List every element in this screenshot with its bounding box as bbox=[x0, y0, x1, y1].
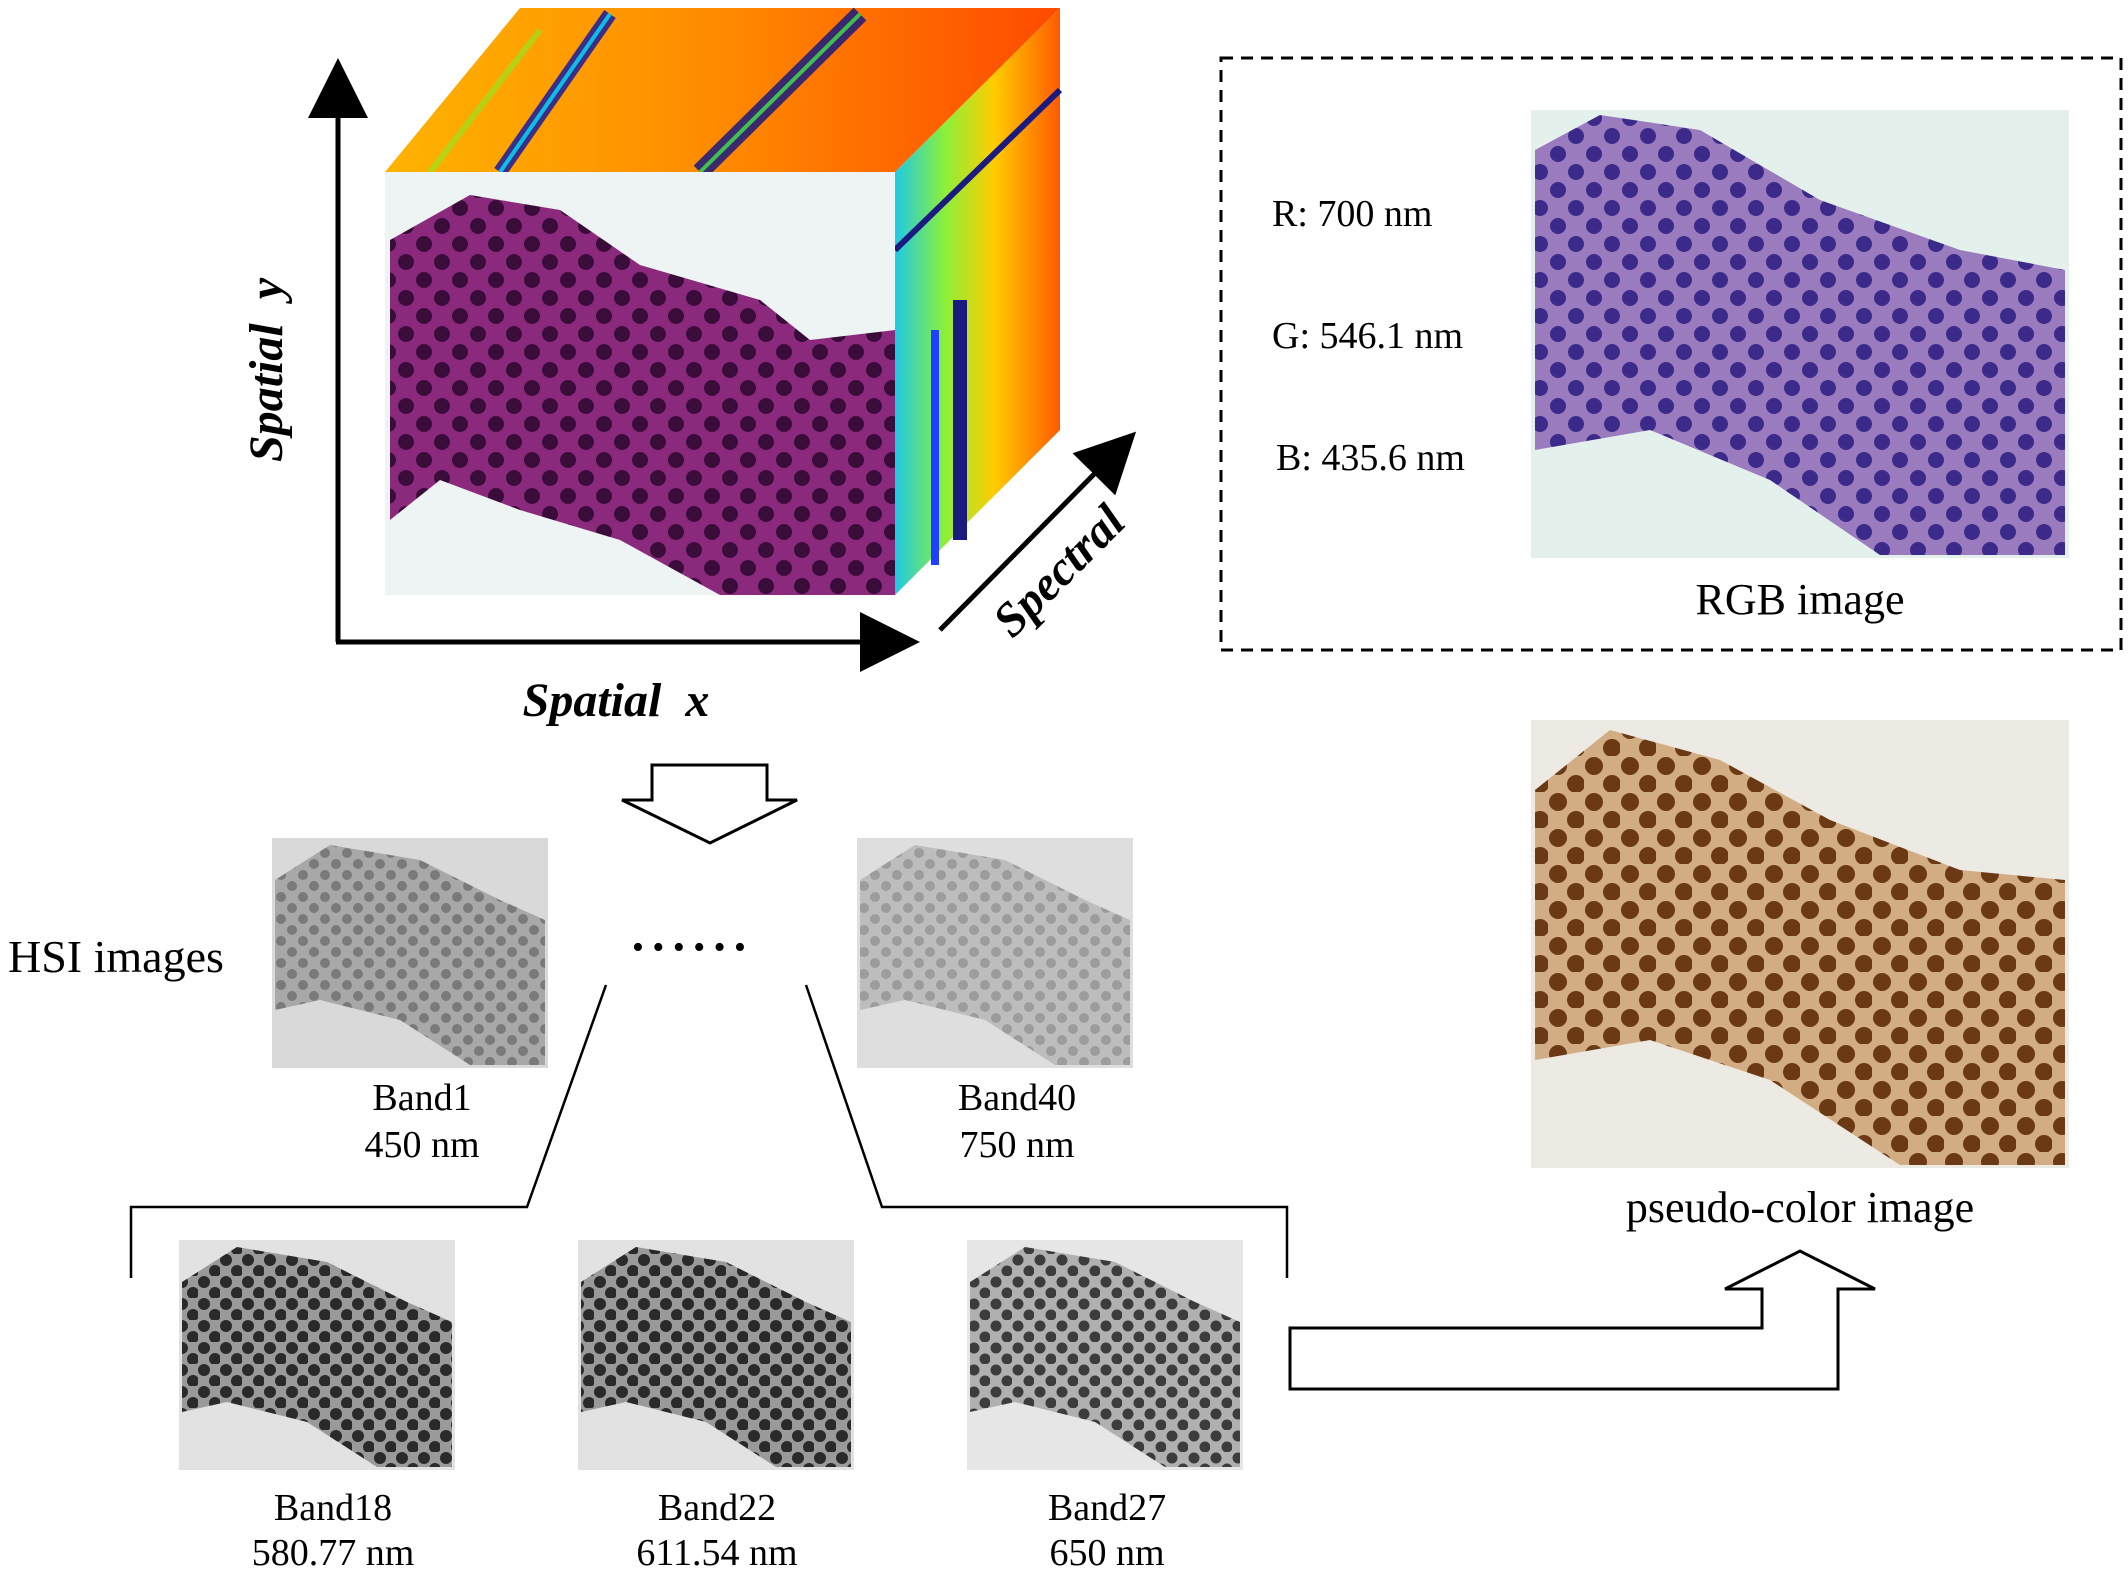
selection-bracket-right bbox=[804, 984, 1289, 1278]
rgb-panel: R: 700 nm G: 546.1 nm B: 435.6 nm RGB im… bbox=[1219, 56, 2123, 652]
band22-tissue bbox=[581, 1247, 851, 1467]
rgb-channel-r: R: 700 nm bbox=[1272, 193, 1432, 235]
band22-name: Band22 bbox=[658, 1487, 776, 1529]
rgb-channel-b: B: 435.6 nm bbox=[1276, 437, 1465, 479]
band40-name: Band40 bbox=[958, 1077, 1076, 1119]
ellipsis: • • • • • • bbox=[632, 929, 746, 966]
band40-tissue bbox=[860, 845, 1130, 1065]
band22-wavelength: 611.54 nm bbox=[636, 1532, 797, 1571]
band40-wavelength: 750 nm bbox=[959, 1124, 1074, 1166]
axis-label-x: Spatial x bbox=[523, 674, 710, 727]
pseudo-image-tissue bbox=[1535, 730, 2065, 1165]
cube-front-tissue bbox=[390, 195, 895, 595]
hsi-section: HSI images Band1 450 nm • • • • • • Band… bbox=[8, 838, 1289, 1571]
band18-tissue bbox=[182, 1247, 452, 1467]
axis-label-spectral: Spectral bbox=[983, 494, 1136, 647]
band27-tissue bbox=[970, 1247, 1240, 1467]
axis-label-y: Spatial y bbox=[240, 277, 293, 462]
spectral-axis-line bbox=[938, 431, 1137, 632]
rgb-image-caption: RGB image bbox=[1696, 575, 1905, 624]
selection-bracket bbox=[129, 984, 608, 1278]
band18-name: Band18 bbox=[274, 1487, 392, 1529]
band27-wavelength: 650 nm bbox=[1049, 1532, 1164, 1571]
band27-name: Band27 bbox=[1048, 1487, 1166, 1529]
hsi-label: HSI images bbox=[8, 931, 224, 982]
rgb-channel-g: G: 546.1 nm bbox=[1272, 315, 1463, 357]
hypercube bbox=[385, 7, 1063, 595]
pseudo-image-caption: pseudo-color image bbox=[1626, 1183, 1974, 1232]
fusion-arrow bbox=[1288, 1249, 1876, 1391]
band1-name: Band1 bbox=[372, 1077, 471, 1119]
band1-wavelength: 450 nm bbox=[364, 1124, 479, 1166]
band18-wavelength: 580.77 nm bbox=[252, 1532, 415, 1571]
pseudo-color-panel: pseudo-color image bbox=[1531, 720, 2069, 1232]
band1-tissue bbox=[275, 845, 545, 1065]
rgb-panel-border bbox=[1219, 56, 2123, 652]
cube-top-face bbox=[385, 8, 1060, 172]
rgb-image-tissue bbox=[1535, 115, 2065, 555]
down-arrow bbox=[621, 763, 798, 845]
